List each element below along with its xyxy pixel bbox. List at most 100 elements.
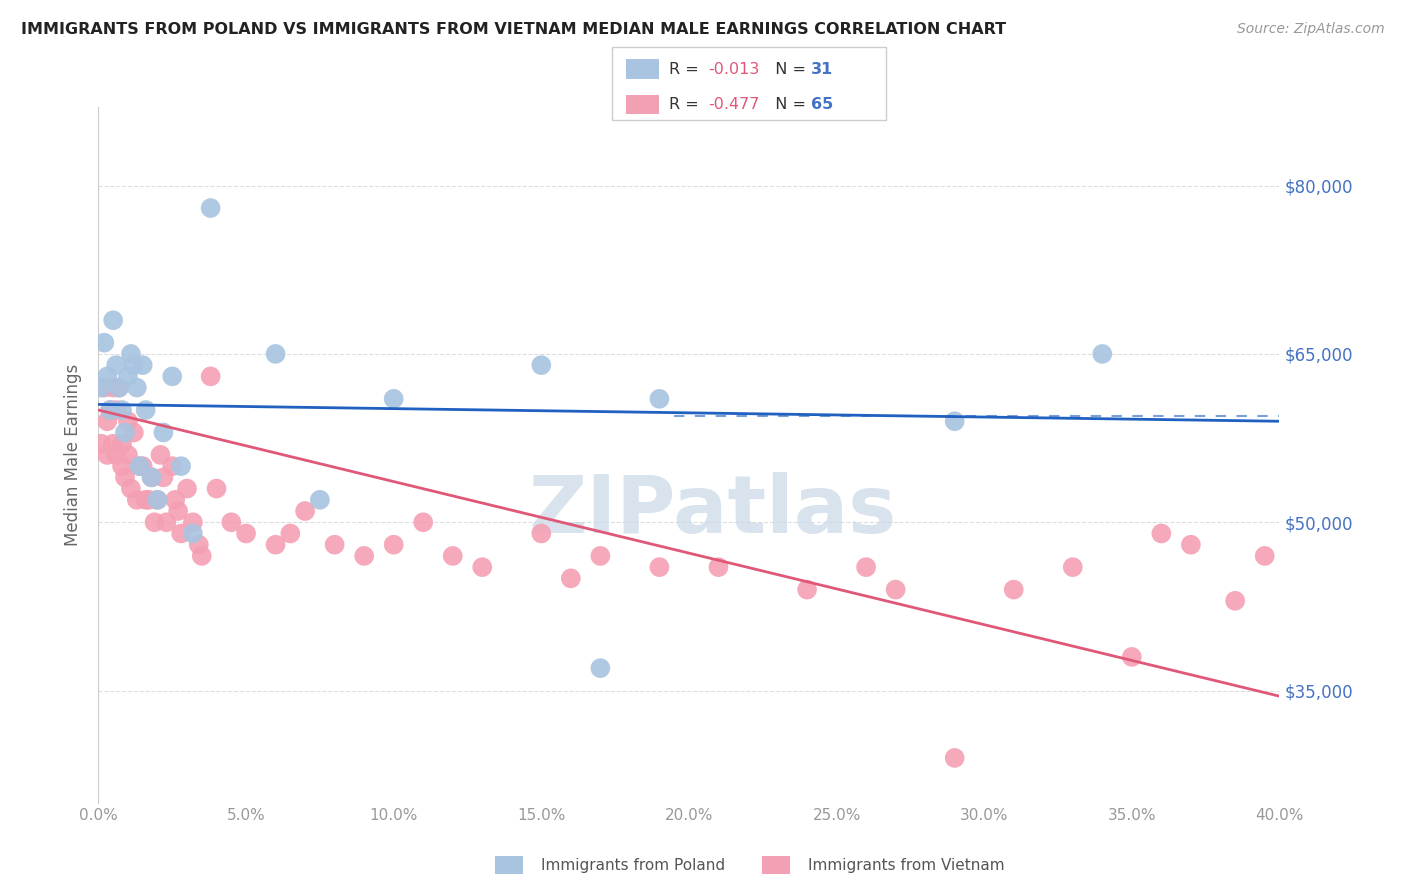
Point bbox=[117, 414, 139, 428]
Point bbox=[111, 403, 134, 417]
Point bbox=[1254, 549, 1277, 563]
Point bbox=[122, 425, 145, 440]
Point bbox=[128, 459, 150, 474]
Point bbox=[884, 582, 907, 597]
Text: Immigrants from Poland: Immigrants from Poland bbox=[541, 858, 725, 872]
Point bbox=[167, 504, 190, 518]
Point bbox=[96, 414, 118, 428]
Point bbox=[205, 482, 228, 496]
Point bbox=[135, 492, 157, 507]
Point bbox=[162, 459, 183, 474]
Point bbox=[90, 436, 112, 450]
Point bbox=[943, 414, 966, 428]
Text: R =: R = bbox=[669, 97, 704, 112]
Point bbox=[125, 492, 148, 507]
Text: N =: N = bbox=[765, 62, 811, 77]
Point bbox=[132, 358, 155, 372]
Text: -0.013: -0.013 bbox=[709, 62, 761, 77]
Point bbox=[90, 381, 112, 395]
Point bbox=[117, 448, 139, 462]
Point bbox=[105, 358, 128, 372]
Point bbox=[105, 448, 128, 462]
Point bbox=[122, 358, 145, 372]
Point bbox=[219, 515, 242, 529]
Point bbox=[165, 492, 187, 507]
Point bbox=[235, 526, 257, 541]
Point bbox=[146, 492, 169, 507]
Point bbox=[353, 549, 375, 563]
Point bbox=[98, 403, 121, 417]
Point bbox=[1180, 538, 1202, 552]
Point bbox=[155, 515, 177, 529]
Point bbox=[412, 515, 434, 529]
Point bbox=[648, 560, 671, 574]
Point bbox=[264, 347, 287, 361]
Point bbox=[441, 549, 464, 563]
Text: N =: N = bbox=[765, 97, 811, 112]
Point bbox=[200, 201, 222, 215]
Point bbox=[471, 560, 494, 574]
Point bbox=[323, 538, 346, 552]
Point bbox=[187, 538, 209, 552]
Point bbox=[143, 515, 166, 529]
Point bbox=[125, 381, 148, 395]
Point bbox=[530, 526, 553, 541]
Point bbox=[278, 526, 302, 541]
Text: 31: 31 bbox=[811, 62, 834, 77]
Point bbox=[111, 436, 134, 450]
Point bbox=[162, 369, 183, 384]
Point bbox=[146, 492, 169, 507]
Point bbox=[96, 448, 118, 462]
Point bbox=[294, 504, 316, 518]
Point bbox=[120, 347, 142, 361]
Point bbox=[138, 492, 160, 507]
Point bbox=[108, 381, 131, 395]
Point bbox=[149, 448, 172, 462]
Point bbox=[382, 392, 405, 406]
Point bbox=[93, 381, 115, 395]
Point bbox=[309, 492, 332, 507]
Text: ZIPatlas: ZIPatlas bbox=[529, 472, 897, 549]
Text: 65: 65 bbox=[811, 97, 834, 112]
Point bbox=[152, 470, 174, 484]
Point bbox=[560, 571, 582, 585]
Point bbox=[264, 538, 287, 552]
Text: -0.477: -0.477 bbox=[709, 97, 761, 112]
Point bbox=[707, 560, 730, 574]
Point bbox=[1062, 560, 1084, 574]
Point bbox=[181, 515, 204, 529]
Point bbox=[96, 369, 118, 384]
Point bbox=[105, 403, 128, 417]
Point bbox=[152, 425, 174, 440]
Point bbox=[93, 335, 115, 350]
Point bbox=[128, 459, 150, 474]
Point bbox=[943, 751, 966, 765]
Point bbox=[1150, 526, 1173, 541]
Point bbox=[855, 560, 877, 574]
Point bbox=[170, 459, 193, 474]
Point bbox=[1002, 582, 1025, 597]
Point bbox=[1121, 649, 1143, 664]
Point bbox=[181, 526, 204, 541]
Point bbox=[191, 549, 214, 563]
Point bbox=[111, 459, 134, 474]
Point bbox=[135, 403, 157, 417]
Text: R =: R = bbox=[669, 62, 704, 77]
Text: Source: ZipAtlas.com: Source: ZipAtlas.com bbox=[1237, 22, 1385, 37]
Point bbox=[589, 661, 612, 675]
Point bbox=[103, 436, 125, 450]
Point bbox=[796, 582, 818, 597]
Point bbox=[1091, 347, 1114, 361]
Point bbox=[170, 526, 193, 541]
Point bbox=[589, 549, 612, 563]
Point bbox=[141, 470, 163, 484]
Point bbox=[530, 358, 553, 372]
Point bbox=[114, 425, 136, 440]
Point bbox=[120, 482, 142, 496]
Point bbox=[141, 470, 163, 484]
Point bbox=[117, 369, 139, 384]
Y-axis label: Median Male Earnings: Median Male Earnings bbox=[65, 364, 83, 546]
Point bbox=[103, 313, 125, 327]
Point bbox=[200, 369, 222, 384]
Text: Immigrants from Vietnam: Immigrants from Vietnam bbox=[808, 858, 1005, 872]
